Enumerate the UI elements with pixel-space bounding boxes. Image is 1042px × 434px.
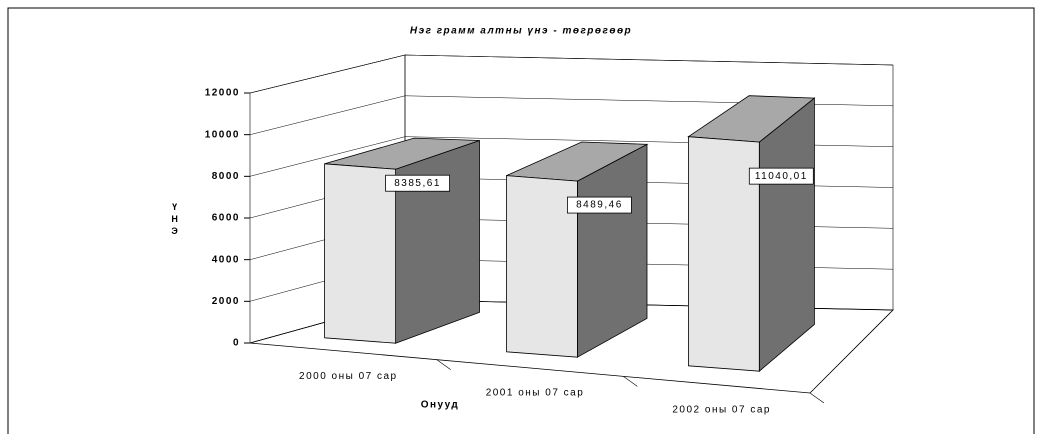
data-label-box <box>748 167 814 185</box>
chart-title: Нэг грамм алтны үнэ - төгрөгөөр <box>410 26 632 37</box>
data-label-box <box>567 196 632 214</box>
bar <box>506 175 578 358</box>
data-label: 8385,61 <box>394 178 441 189</box>
y-tick-label: 12000 <box>205 88 240 99</box>
y-tick-label: 4000 <box>212 254 240 265</box>
y-tick-label: 8000 <box>212 171 240 182</box>
x-tick-label: 2000 оны 07 сар <box>299 371 398 382</box>
data-label: 8489,46 <box>576 200 623 211</box>
grid-line <box>249 54 894 94</box>
x-axis-title: Онууд <box>421 400 460 411</box>
x-tick <box>809 392 825 404</box>
y-tick-label: 0 <box>233 338 240 349</box>
x-tick-label: 2002 оны 07 сар <box>672 404 771 415</box>
y-tick-label: 10000 <box>205 129 240 140</box>
data-label-box <box>385 174 450 192</box>
data-label: 11040,01 <box>755 171 808 182</box>
y-tick-label: 6000 <box>212 213 240 224</box>
x-tick-label: 2001 оны 07 сар <box>486 388 585 399</box>
bar <box>324 163 397 344</box>
grid-line <box>249 95 894 135</box>
bar-side <box>758 97 815 373</box>
bar-side <box>395 139 480 344</box>
x-tick <box>623 376 638 387</box>
bar <box>688 136 760 372</box>
x-tick <box>436 359 451 370</box>
y-axis-title: ҮНЭ <box>170 202 180 238</box>
y-tick-label: 2000 <box>212 296 240 307</box>
